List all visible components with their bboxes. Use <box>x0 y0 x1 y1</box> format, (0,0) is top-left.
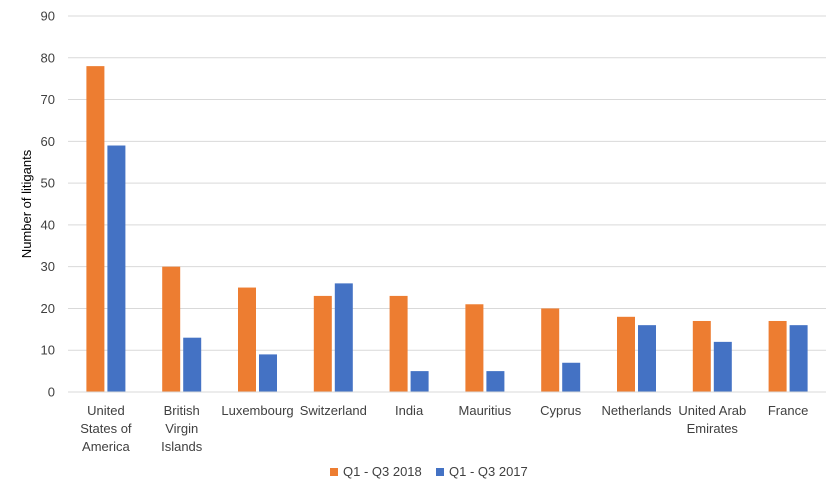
bar-q1-q3-2018 <box>238 287 256 392</box>
x-tick-label: Luxembourg <box>221 403 293 418</box>
y-tick-label: 50 <box>41 176 55 191</box>
x-tick-label: United States of America <box>80 403 132 454</box>
bar-q1-q3-2018 <box>541 308 560 392</box>
bar-q1-q3-2018 <box>617 316 635 392</box>
x-tick-label: Cyprus <box>540 403 582 418</box>
y-axis-ticks: 0 10 20 30 40 50 60 70 80 90 <box>41 9 55 400</box>
y-tick-label: 60 <box>41 134 55 149</box>
bar-q1-q3-2017 <box>638 325 656 392</box>
bar-q1-q3-2017 <box>410 371 429 392</box>
gridlines <box>68 15 826 351</box>
x-tick-label: India <box>395 403 424 418</box>
legend: Q1 - Q3 2018 Q1 - Q3 2017 <box>330 464 528 479</box>
y-tick-label: 40 <box>41 217 55 232</box>
bar-q1-q3-2017 <box>259 354 277 392</box>
bar-q1-q3-2018 <box>465 304 484 392</box>
bar-q1-q3-2018 <box>692 320 711 392</box>
x-tick-label: France <box>768 403 808 418</box>
y-tick-label: 0 <box>48 385 55 400</box>
y-tick-label: 90 <box>41 9 55 24</box>
x-tick-label: Switzerland <box>300 403 367 418</box>
y-tick-label: 20 <box>41 301 55 316</box>
bar-q1-q3-2017 <box>107 145 126 392</box>
bar-q1-q3-2018 <box>86 66 105 392</box>
legend-label: Q1 - Q3 2018 <box>343 464 422 479</box>
legend-swatch <box>330 468 338 476</box>
x-tick-label: Mauritius <box>459 403 512 418</box>
bar-q1-q3-2018 <box>162 266 181 392</box>
x-tick-label: Netherlands <box>601 403 672 418</box>
y-tick-label: 30 <box>41 259 55 274</box>
bar-q1-q3-2017 <box>183 337 202 392</box>
bar-q1-q3-2017 <box>486 371 505 392</box>
legend-swatch <box>436 468 444 476</box>
x-tick-label: United Arab Emirates <box>678 403 746 436</box>
y-axis-title: Number of litigants <box>19 149 34 258</box>
bar-q1-q3-2017 <box>562 362 581 392</box>
bar-q1-q3-2018 <box>768 320 787 392</box>
x-tick-label: British Virgin Islands <box>161 403 203 454</box>
bar-q1-q3-2018 <box>313 295 332 392</box>
bar-q1-q3-2018 <box>389 295 408 392</box>
bars <box>86 66 808 392</box>
legend-label: Q1 - Q3 2017 <box>449 464 528 479</box>
y-tick-label: 70 <box>41 92 55 107</box>
x-axis-ticks: United States of America British Virgin Islan… <box>80 403 808 454</box>
y-tick-label: 10 <box>41 343 55 358</box>
y-tick-label: 80 <box>41 50 55 65</box>
bar-q1-q3-2017 <box>334 283 353 392</box>
bar-q1-q3-2017 <box>713 341 732 392</box>
bar-q1-q3-2017 <box>789 325 808 392</box>
